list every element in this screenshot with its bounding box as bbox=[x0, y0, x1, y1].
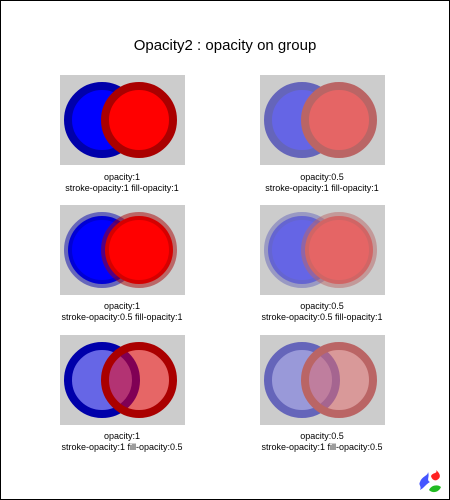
opacity-sample-panel bbox=[260, 205, 385, 295]
opacity-sample-panel bbox=[60, 205, 185, 295]
opacity-sample-panel bbox=[260, 335, 385, 425]
opacity-group bbox=[64, 82, 177, 158]
red-circle bbox=[301, 212, 377, 288]
red-circle bbox=[101, 342, 177, 418]
opacity-label: opacity:0.5 bbox=[300, 301, 344, 311]
stroke-fill-opacity-label: stroke-opacity:1 fill-opacity:1 bbox=[265, 183, 379, 193]
page-title: Opacity2 : opacity on group bbox=[133, 37, 317, 54]
panel-caption: opacity:1 stroke-opacity:0.5 fill-opacit… bbox=[22, 301, 222, 323]
stroke-fill-opacity-label: stroke-opacity:1 fill-opacity:0.5 bbox=[261, 442, 383, 452]
panel-caption: opacity:0.5 stroke-opacity:1 fill-opacit… bbox=[222, 431, 422, 453]
stroke-fill-opacity-label: stroke-opacity:1 fill-opacity:0.5 bbox=[61, 442, 183, 452]
stroke-fill-opacity-label: stroke-opacity:0.5 fill-opacity:1 bbox=[261, 312, 383, 322]
opacity-group bbox=[64, 212, 177, 288]
opacity-group bbox=[64, 342, 177, 418]
red-circle bbox=[101, 82, 177, 158]
panel-caption: opacity:0.5 stroke-opacity:0.5 fill-opac… bbox=[222, 301, 422, 323]
opacity-label: opacity:0.5 bbox=[300, 172, 344, 182]
red-circle bbox=[301, 342, 377, 418]
opacity-label: opacity:1 bbox=[103, 172, 141, 182]
opacity-label: opacity:0.5 bbox=[300, 431, 344, 441]
opacity-group bbox=[264, 342, 377, 418]
opacity-sample-panel bbox=[60, 75, 185, 165]
panel-caption: opacity:1 stroke-opacity:1 fill-opacity:… bbox=[22, 431, 222, 453]
panel-caption: opacity:0.5 stroke-opacity:1 fill-opacit… bbox=[222, 172, 422, 194]
stroke-fill-opacity-label: stroke-opacity:1 fill-opacity:1 bbox=[65, 183, 179, 193]
opacity-sample-panel bbox=[260, 75, 385, 165]
opacity-label: opacity:1 bbox=[103, 431, 141, 441]
opacity-group bbox=[264, 82, 377, 158]
svg-logo-icon bbox=[419, 470, 441, 493]
red-circle bbox=[101, 212, 177, 288]
stroke-fill-opacity-label: stroke-opacity:0.5 fill-opacity:1 bbox=[61, 312, 183, 322]
opacity-sample-panel bbox=[60, 335, 185, 425]
red-circle bbox=[301, 82, 377, 158]
opacity-label: opacity:1 bbox=[103, 301, 141, 311]
opacity-group bbox=[264, 212, 377, 288]
panel-caption: opacity:1 stroke-opacity:1 fill-opacity:… bbox=[22, 172, 222, 194]
